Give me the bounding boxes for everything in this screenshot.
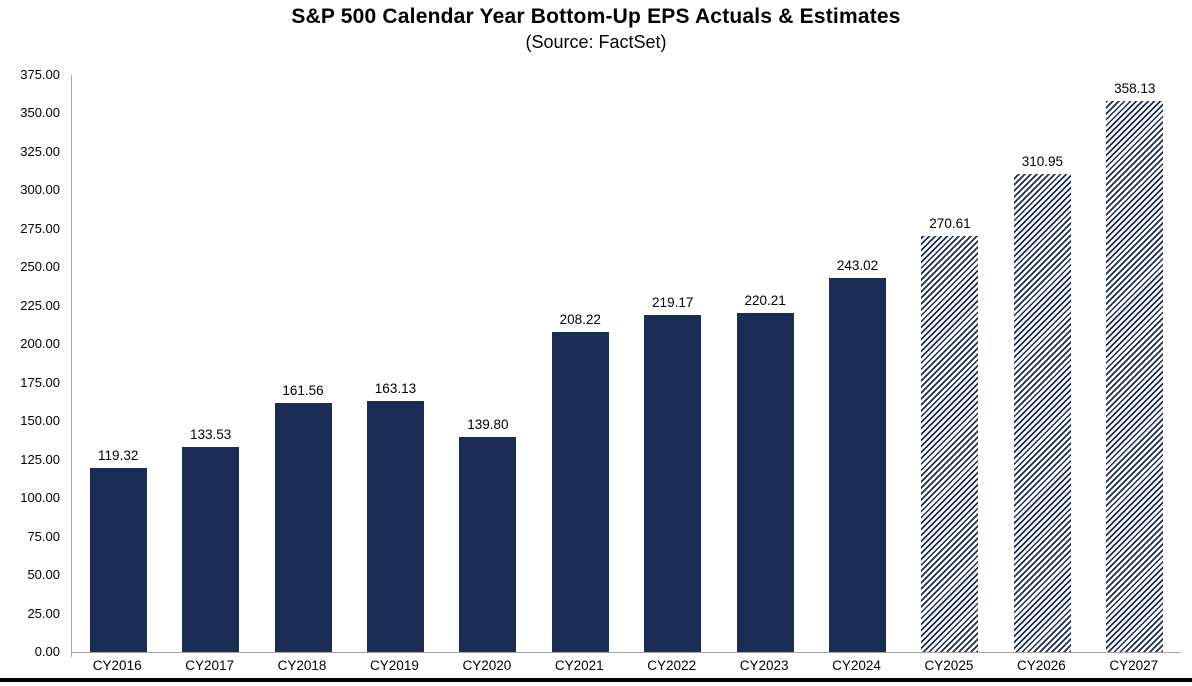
y-tick-label: 125.00 xyxy=(20,451,60,467)
x-tick-label-cy2022: CY2022 xyxy=(647,658,697,673)
bar-value-label: 208.22 xyxy=(559,311,601,327)
bar-cy2027 xyxy=(1106,100,1164,652)
bar-cy2022 xyxy=(644,314,702,652)
y-tick-label: 25.00 xyxy=(27,605,60,621)
x-tick-label-cy2025: CY2025 xyxy=(924,658,974,673)
x-tick-label-cy2021: CY2021 xyxy=(554,658,604,673)
x-tick-label-cy2018: CY2018 xyxy=(277,658,327,673)
y-tick-label: 350.00 xyxy=(20,105,60,121)
x-tick-label-cy2017: CY2017 xyxy=(185,658,234,673)
plot-area: 119.32 133.53 161.56 163.13 139.80 208.22 219.… xyxy=(71,75,1181,653)
bar-cy2019 xyxy=(366,401,424,652)
bar-cy2025 xyxy=(921,235,979,652)
bar-cy2021 xyxy=(551,331,609,652)
x-tick-label-cy2027: CY2027 xyxy=(1109,658,1159,673)
x-tick-label-cy2016: CY2016 xyxy=(92,658,142,673)
y-tick-label: 375.00 xyxy=(20,67,60,82)
bar-value-label: 133.53 xyxy=(189,426,232,442)
bottom-divider-line xyxy=(0,678,1192,682)
x-tick-label-cy2024: CY2024 xyxy=(832,658,881,673)
bar-cy2017 xyxy=(182,446,240,652)
y-tick-label: 200.00 xyxy=(20,336,60,352)
bar-value-label: 243.02 xyxy=(836,258,879,274)
y-tick-label: 325.00 xyxy=(20,143,60,159)
bar-cy2016 xyxy=(89,468,147,652)
chart-title: S&P 500 Calendar Year Bottom-Up EPS Actu… xyxy=(291,5,901,28)
bar-cy2024 xyxy=(829,278,887,652)
bar-value-label: 310.95 xyxy=(1021,153,1064,169)
y-tick-label: 300.00 xyxy=(20,182,60,198)
bar-cy2026 xyxy=(1013,173,1071,652)
y-tick-label: 150.00 xyxy=(20,413,60,429)
bar-value-label: 119.32 xyxy=(98,448,139,464)
y-axis-tick-stub xyxy=(71,653,72,657)
y-tick-label: 175.00 xyxy=(20,374,60,390)
bar-value-label: 163.13 xyxy=(374,381,417,396)
bar-value-label: 358.13 xyxy=(1114,80,1156,96)
x-tick-label-cy2019: CY2019 xyxy=(370,658,419,673)
x-tick-label-cy2023: CY2023 xyxy=(739,658,789,673)
x-tick-label-cy2026: CY2026 xyxy=(1016,658,1066,673)
y-tick-label: 75.00 xyxy=(27,528,60,544)
x-tick-label-cy2020: CY2020 xyxy=(462,658,512,673)
y-tick-label: 250.00 xyxy=(20,259,60,275)
y-tick-label: 275.00 xyxy=(20,220,60,236)
bar-value-label: 139.80 xyxy=(467,416,509,432)
bar-value-label: 219.17 xyxy=(652,294,694,310)
chart-subtitle: (Source: FactSet) xyxy=(525,32,667,52)
y-tick-label: 100.00 xyxy=(20,490,60,506)
bar-value-label: 161.56 xyxy=(282,383,324,399)
y-tick-label: 50.00 xyxy=(27,567,60,583)
bar-cy2023 xyxy=(736,313,794,652)
y-tick-label: 0.00 xyxy=(34,644,60,659)
bar-value-label: 220.21 xyxy=(744,293,786,309)
bar-cy2018 xyxy=(274,403,332,652)
bar-value-label: 270.61 xyxy=(929,215,971,231)
y-tick-label: 225.00 xyxy=(20,297,60,313)
bar-cy2020 xyxy=(459,436,517,652)
